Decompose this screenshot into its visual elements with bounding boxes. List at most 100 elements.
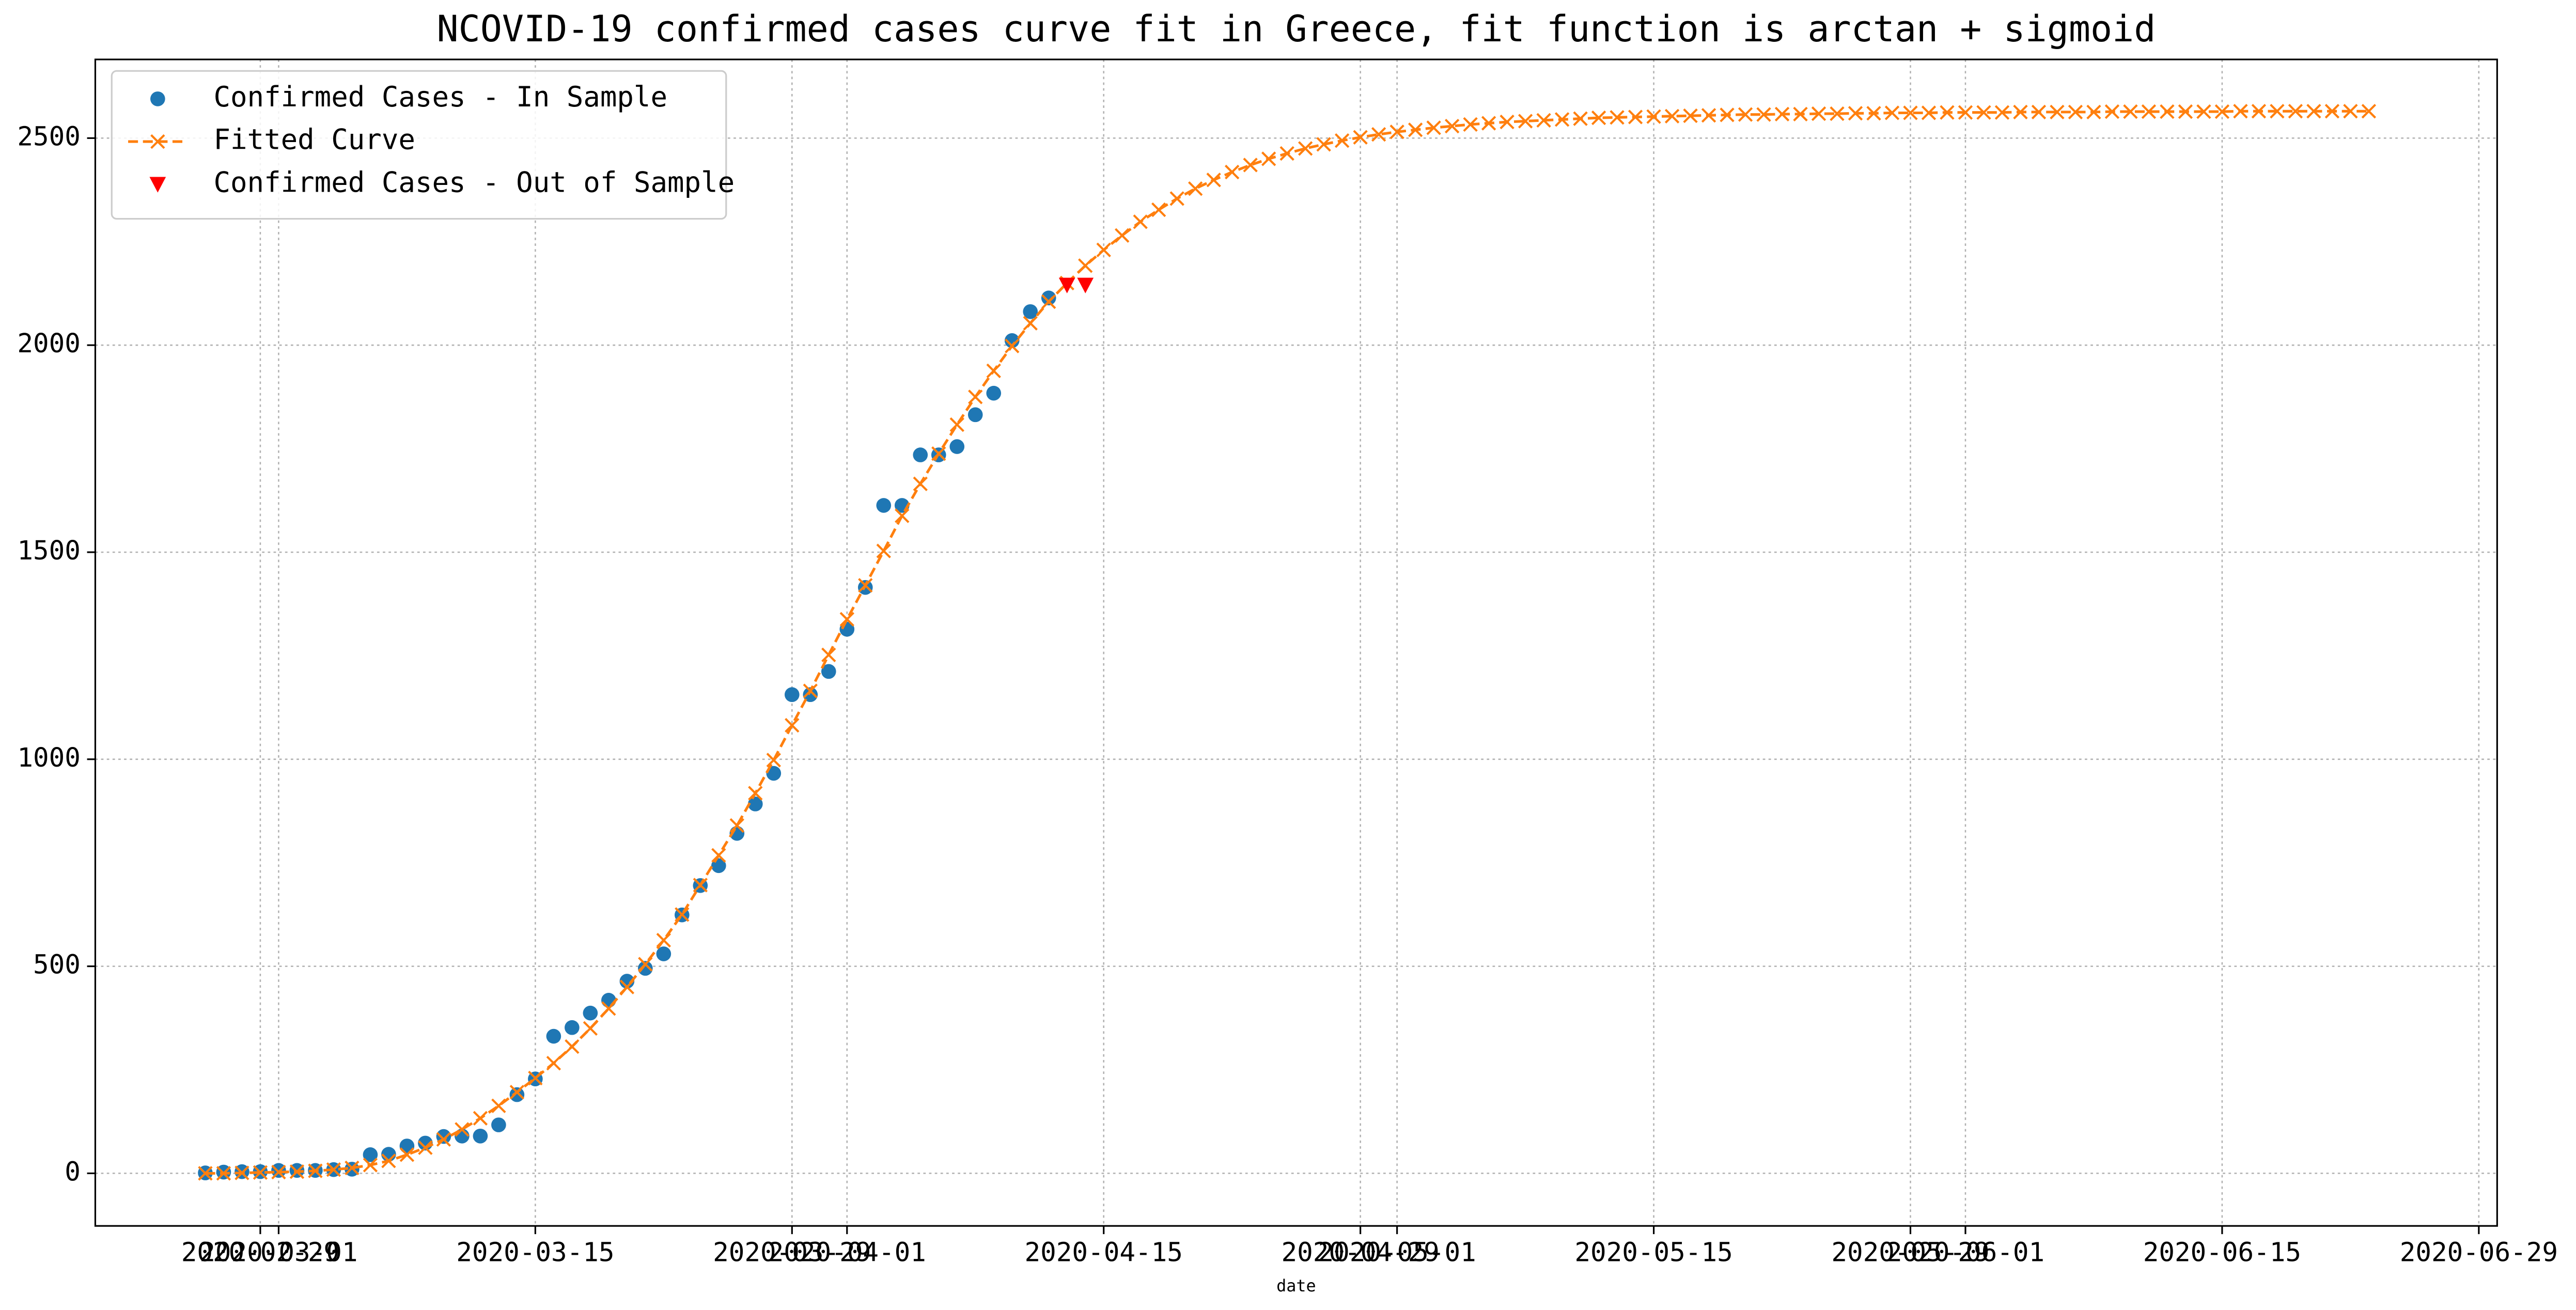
data-point [1921, 105, 1937, 120]
data-point [565, 1020, 580, 1035]
data-point [1756, 107, 1771, 122]
data-point [308, 1163, 323, 1178]
data-point [1481, 116, 1496, 131]
data-point [2123, 104, 2138, 119]
data-point [638, 961, 653, 976]
data-point [729, 818, 744, 833]
data-point [2214, 104, 2230, 119]
data-point [583, 1005, 598, 1021]
data-point [986, 385, 1002, 401]
data-point [693, 878, 708, 893]
data-point [473, 1128, 488, 1144]
data-point [1077, 277, 1094, 293]
data-point [821, 664, 836, 679]
data-point [619, 979, 635, 994]
x-tick-label: 2020-05-29 [1831, 1237, 1989, 1267]
data-point [509, 1087, 525, 1102]
data-point [2178, 104, 2193, 119]
data-point [1041, 290, 1056, 306]
data-point [821, 647, 836, 662]
data-point [2233, 104, 2248, 119]
data-point [363, 1147, 378, 1162]
data-point [1390, 124, 1404, 139]
data-point [785, 718, 800, 733]
data-point [1811, 106, 1826, 121]
x-tick-label: 2020-04-29 [1281, 1237, 1439, 1267]
data-point [1224, 164, 1240, 180]
data-point [1316, 137, 1331, 152]
data-point [399, 1147, 415, 1162]
plot-frame [94, 58, 2498, 1227]
data-point [949, 439, 965, 454]
data-point [345, 1160, 360, 1176]
data-point [803, 683, 818, 698]
legend-label: Fitted Curve [213, 123, 415, 156]
data-point [235, 1165, 249, 1180]
data-point [675, 907, 690, 922]
data-point [2288, 104, 2303, 119]
data-point [1115, 228, 1130, 243]
data-point [656, 946, 672, 961]
data-point [1426, 120, 1441, 135]
data-point [1610, 110, 1625, 125]
data-point [1518, 114, 1533, 129]
legend-box [111, 70, 727, 220]
x-tick-label: 2020-04-01 [768, 1237, 926, 1267]
data-point [418, 1140, 433, 1155]
data-point [1058, 277, 1075, 293]
data-point [326, 1162, 341, 1177]
data-point [1371, 127, 1386, 142]
data-point [2050, 104, 2065, 120]
data-point [2324, 104, 2340, 119]
data-point [1793, 106, 1808, 122]
data-point [839, 612, 854, 627]
data-point [216, 1166, 231, 1181]
legend: Confirmed Cases - In Sample Fitted Curve C… [111, 70, 735, 220]
data-point [2068, 104, 2083, 120]
chart-title: NCOVID-19 confirmed cases curve fit in G… [436, 8, 2156, 50]
data-point [1151, 202, 1166, 217]
data-point [455, 1122, 470, 1137]
data-point [913, 476, 928, 491]
x-tick-label: 2020-02-29 [181, 1237, 339, 1267]
data-point [289, 1164, 305, 1179]
data-point [931, 446, 946, 461]
data-point [913, 447, 928, 462]
x-tick-label: 2020-03-01 [199, 1237, 357, 1267]
data-point [1261, 151, 1276, 166]
data-point [876, 498, 892, 513]
data-point [1133, 214, 1148, 229]
data-point [967, 407, 983, 423]
y-tick-label: 2000 [17, 328, 81, 358]
data-point [949, 417, 964, 432]
data-point [748, 786, 763, 801]
data-point [638, 957, 653, 972]
data-point [491, 1098, 506, 1113]
data-point [1628, 110, 1643, 124]
data-point [2104, 104, 2120, 119]
data-point [253, 1165, 268, 1180]
x-tick-label: 2020-06-29 [2400, 1237, 2558, 1267]
data-point [271, 1164, 286, 1180]
data-point [1701, 108, 1716, 123]
data-point [1444, 118, 1460, 134]
y-tick-label: 0 [65, 1156, 81, 1187]
data-point [1023, 304, 1038, 319]
legend-marker [150, 134, 165, 149]
legend-label: Confirmed Cases - Out of Sample [213, 166, 735, 198]
data-point [1005, 338, 1020, 353]
data-point [986, 363, 1001, 379]
data-point [1023, 316, 1038, 331]
data-point [1169, 191, 1184, 206]
data-point [363, 1158, 378, 1173]
data-point [2086, 104, 2101, 120]
data-point [656, 932, 672, 948]
data-point [583, 1021, 598, 1036]
data-point [1353, 130, 1368, 145]
x-axis-label: date [1276, 1276, 1316, 1296]
data-point [528, 1070, 543, 1086]
y-tick-label: 1000 [17, 742, 81, 773]
data-point [803, 687, 818, 703]
data-point [1720, 107, 1735, 122]
data-point [1536, 113, 1551, 128]
